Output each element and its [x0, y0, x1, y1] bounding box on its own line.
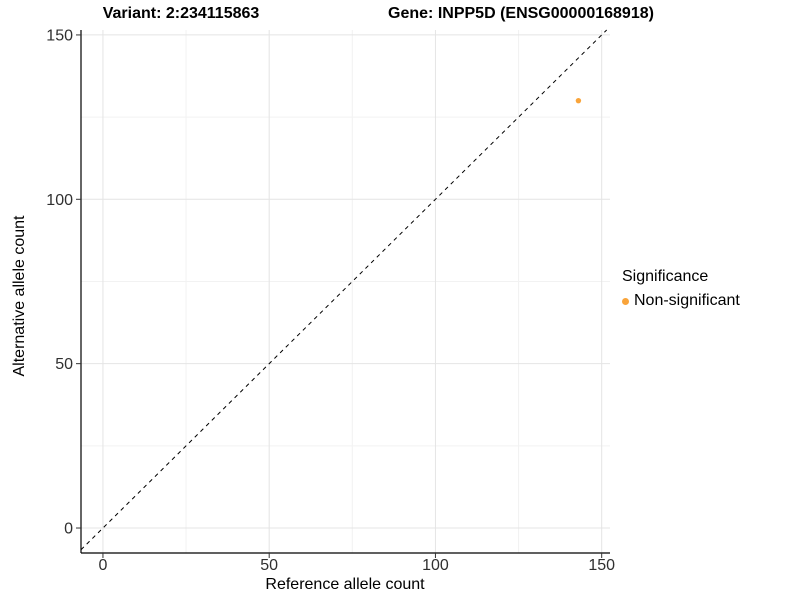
x-tick-label: 50 [260, 557, 278, 574]
y-tick-label: 100 [46, 192, 73, 209]
legend-item: Non-significant [622, 292, 740, 310]
identity-line [80, 29, 608, 551]
plot-title-gene: Gene: INPP5D (ENSG00000168918) [388, 5, 654, 22]
legend-title: Significance [622, 268, 709, 285]
y-tick-label: 0 [64, 521, 73, 538]
legend-item-label: Non-significant [634, 292, 740, 309]
y-axis-label: Alternative allele count [11, 215, 28, 377]
legend: Significance Non-significant [622, 268, 740, 310]
x-axis-label: Reference allele count [265, 576, 425, 593]
panel-background [81, 30, 610, 553]
x-tick-label: 100 [422, 557, 449, 574]
legend-point-icon [622, 297, 629, 305]
y-tick-label: 50 [55, 356, 73, 373]
x-tick-label: 0 [98, 557, 107, 574]
y-tick-label: 150 [46, 27, 73, 44]
data-point [575, 97, 582, 104]
plot-title-variant: Variant: 2:234115863 [102, 5, 260, 22]
x-tick-label: 150 [588, 557, 615, 574]
